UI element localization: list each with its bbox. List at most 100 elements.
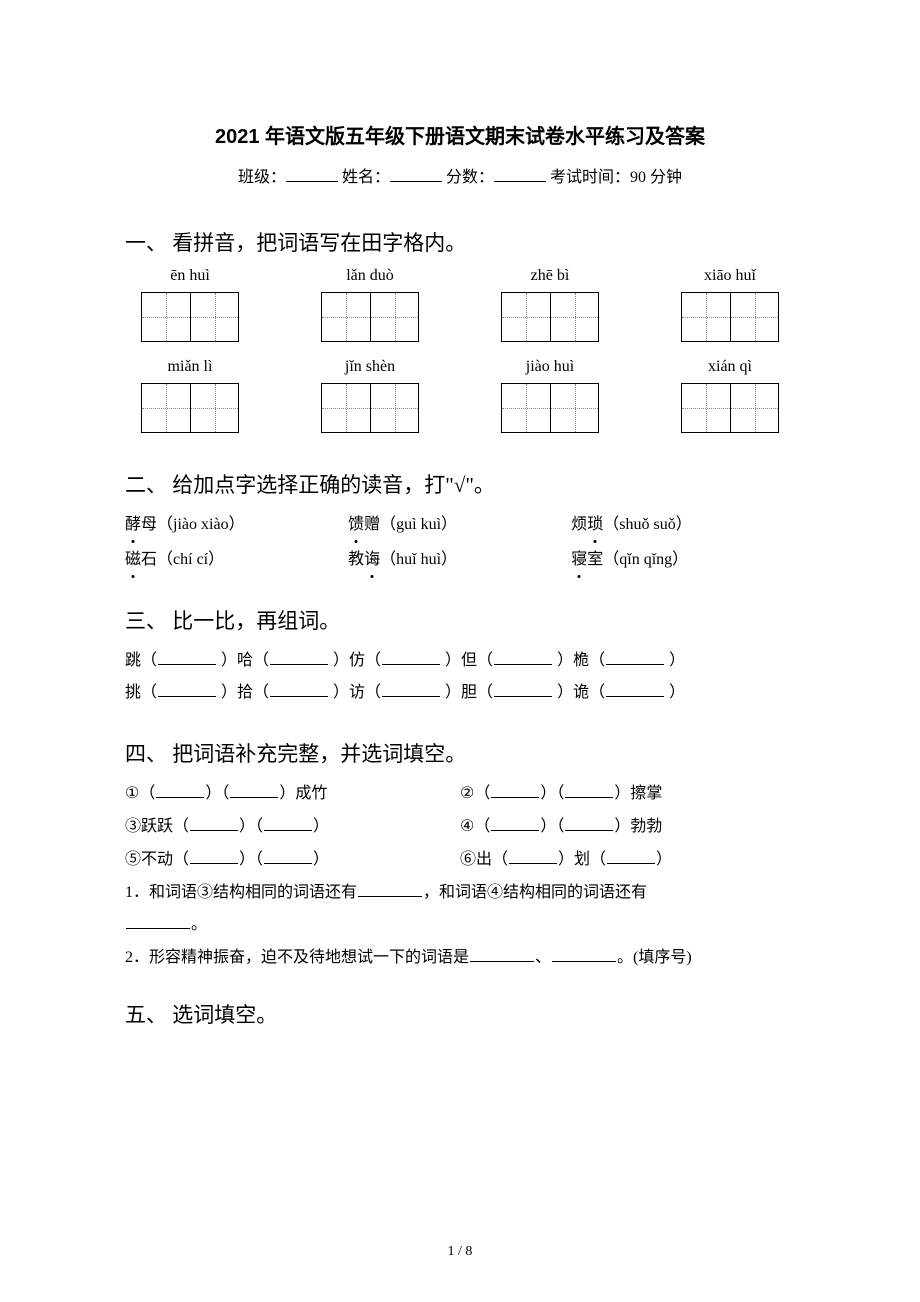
q4-item-5: ⑤不动（ ）（ ） — [125, 844, 460, 877]
text: ） — [669, 684, 685, 701]
blank[interactable] — [126, 912, 190, 929]
blank[interactable] — [264, 847, 312, 864]
pinyin-label: lǎn duò — [305, 267, 435, 285]
page: 2021 年语文版五年级下册语文期末试卷水平练习及答案 班级： 姓名： 分数： … — [0, 0, 920, 1302]
text: ）胆（ — [445, 684, 493, 701]
blank[interactable] — [606, 648, 664, 665]
pinyin-item: lǎn duò — [305, 267, 435, 342]
pinyin-label: miǎn lì — [125, 358, 255, 376]
blank[interactable] — [358, 880, 422, 897]
tian-grid[interactable] — [501, 383, 599, 433]
name-blank[interactable] — [390, 165, 442, 182]
text: ③跃跃（ — [125, 818, 189, 835]
q4-item-6: ⑥出（）划（） — [460, 844, 795, 877]
section-3-body: 跳（ ）哈（ ）仿（ ）但（ ）桅（ ） 挑（ ）拾（ ）访（ ）胆（ ）诡（ … — [125, 645, 795, 711]
blank[interactable] — [470, 945, 534, 962]
pinyin-label: jiào huì — [485, 358, 615, 376]
section-2-heading: 二、 给加点字选择正确的读音，打"√"。 — [125, 469, 795, 499]
text: ⑤不动（ — [125, 851, 189, 868]
section-4-heading: 四、 把词语补充完整，并选词填空。 — [125, 738, 795, 768]
q2-item: 寝室（qǐn qǐng） — [571, 544, 794, 577]
text: 。(填序号) — [617, 949, 692, 966]
q4-item-2: ②（ ）（ ）擦掌 — [460, 778, 795, 811]
text: 。 — [191, 916, 207, 933]
class-blank[interactable] — [286, 165, 338, 182]
tian-grid[interactable] — [321, 383, 419, 433]
blank[interactable] — [190, 814, 238, 831]
text: ）擦掌 — [614, 785, 662, 802]
text: ）（ — [540, 785, 564, 802]
pinyin-item: jiào huì — [485, 358, 615, 433]
q2-item: 酵母（jiào xiào） — [125, 509, 348, 542]
section-3-heading: 三、 比一比，再组词。 — [125, 605, 795, 635]
tian-grid[interactable] — [681, 292, 779, 342]
blank[interactable] — [494, 648, 552, 665]
blank[interactable] — [270, 648, 328, 665]
blank[interactable] — [264, 814, 312, 831]
q2-item: 磁石（chí cí） — [125, 544, 348, 577]
text: ，和词语④结构相同的词语还有 — [423, 884, 647, 901]
blank[interactable] — [565, 781, 613, 798]
pinyin-item: xián qì — [665, 358, 795, 433]
text: ）诡（ — [557, 684, 605, 701]
tian-grid[interactable] — [501, 292, 599, 342]
text: ）拾（ — [221, 684, 269, 701]
q4-row: ③跃跃（）（） ④（）（）勃勃 — [125, 811, 795, 844]
tian-grid[interactable] — [141, 383, 239, 433]
q2-item: 烦琐（shuǒ suǒ） — [571, 509, 794, 542]
pinyin-item: zhē bì — [485, 267, 615, 342]
text: 2．形容精神振奋，迫不及待地想试一下的词语是 — [125, 949, 469, 966]
pinyin-label: zhē bì — [485, 267, 615, 285]
pinyin-row-1: ēn huì lǎn duò zhē bì xiāo huǐ — [125, 267, 795, 342]
blank[interactable] — [491, 814, 539, 831]
pinyin-label: xián qì — [665, 358, 795, 376]
blank[interactable] — [491, 781, 539, 798]
text: ）桅（ — [557, 652, 605, 669]
q2-item: 教诲（huǐ huì） — [348, 544, 571, 577]
meta-line: 班级： 姓名： 分数： 考试时间：90 分钟 — [125, 163, 795, 187]
text: ）哈（ — [221, 652, 269, 669]
text: ） — [656, 851, 672, 868]
text: ）仿（ — [333, 652, 381, 669]
text: 、 — [535, 949, 551, 966]
blank[interactable] — [158, 648, 216, 665]
tian-grid[interactable] — [321, 292, 419, 342]
blank[interactable] — [156, 781, 204, 798]
pinyin-label: ēn huì — [125, 267, 255, 285]
page-number: 1 / 8 — [0, 1244, 920, 1260]
blank[interactable] — [607, 847, 655, 864]
section-4-body: ①（）（）成竹 ②（）（）擦掌 ③跃跃（）（） ④（）（）勃勃 ⑤不动（）（） … — [125, 778, 795, 975]
blank[interactable] — [509, 847, 557, 864]
q2-item: 馈赠（guì kuì） — [348, 509, 571, 542]
q4-subq1: 1．和词语③结构相同的词语还有 ，和词语④结构相同的词语还有 — [125, 877, 795, 910]
blank[interactable] — [382, 680, 440, 697]
blank[interactable] — [565, 814, 613, 831]
pinyin-item: jǐn shèn — [305, 358, 435, 433]
score-blank[interactable] — [494, 165, 546, 182]
text: ②（ — [460, 785, 490, 802]
pinyin-item: miǎn lì — [125, 358, 255, 433]
q4-item-3: ③跃跃（）（） — [125, 811, 460, 844]
q2-row: 磁石（chí cí） 教诲（huǐ huì） 寝室（qǐn qǐng） — [125, 544, 795, 577]
pinyin-label: xiāo huǐ — [665, 267, 795, 285]
q4-subq1-line2: 。 — [125, 909, 795, 942]
blank[interactable] — [230, 781, 278, 798]
text: ）（ — [239, 851, 263, 868]
blank[interactable] — [158, 680, 216, 697]
blank[interactable] — [552, 945, 616, 962]
text: ）勃勃 — [614, 818, 662, 835]
tian-grid[interactable] — [141, 292, 239, 342]
q2-row: 酵母（jiào xiào） 馈赠（guì kuì） 烦琐（shuǒ suǒ） — [125, 509, 795, 542]
pinyin-row-2: miǎn lì jǐn shèn jiào huì xián qì — [125, 358, 795, 433]
blank[interactable] — [382, 648, 440, 665]
text: ） — [313, 851, 329, 868]
blank[interactable] — [494, 680, 552, 697]
text: ） — [669, 652, 685, 669]
q4-item-1: ①（）（）成竹 — [125, 778, 460, 811]
tian-grid[interactable] — [681, 383, 779, 433]
blank[interactable] — [190, 847, 238, 864]
text: 1．和词语③结构相同的词语还有 — [125, 884, 357, 901]
blank[interactable] — [606, 680, 664, 697]
blank[interactable] — [270, 680, 328, 697]
text: ）划（ — [558, 851, 606, 868]
